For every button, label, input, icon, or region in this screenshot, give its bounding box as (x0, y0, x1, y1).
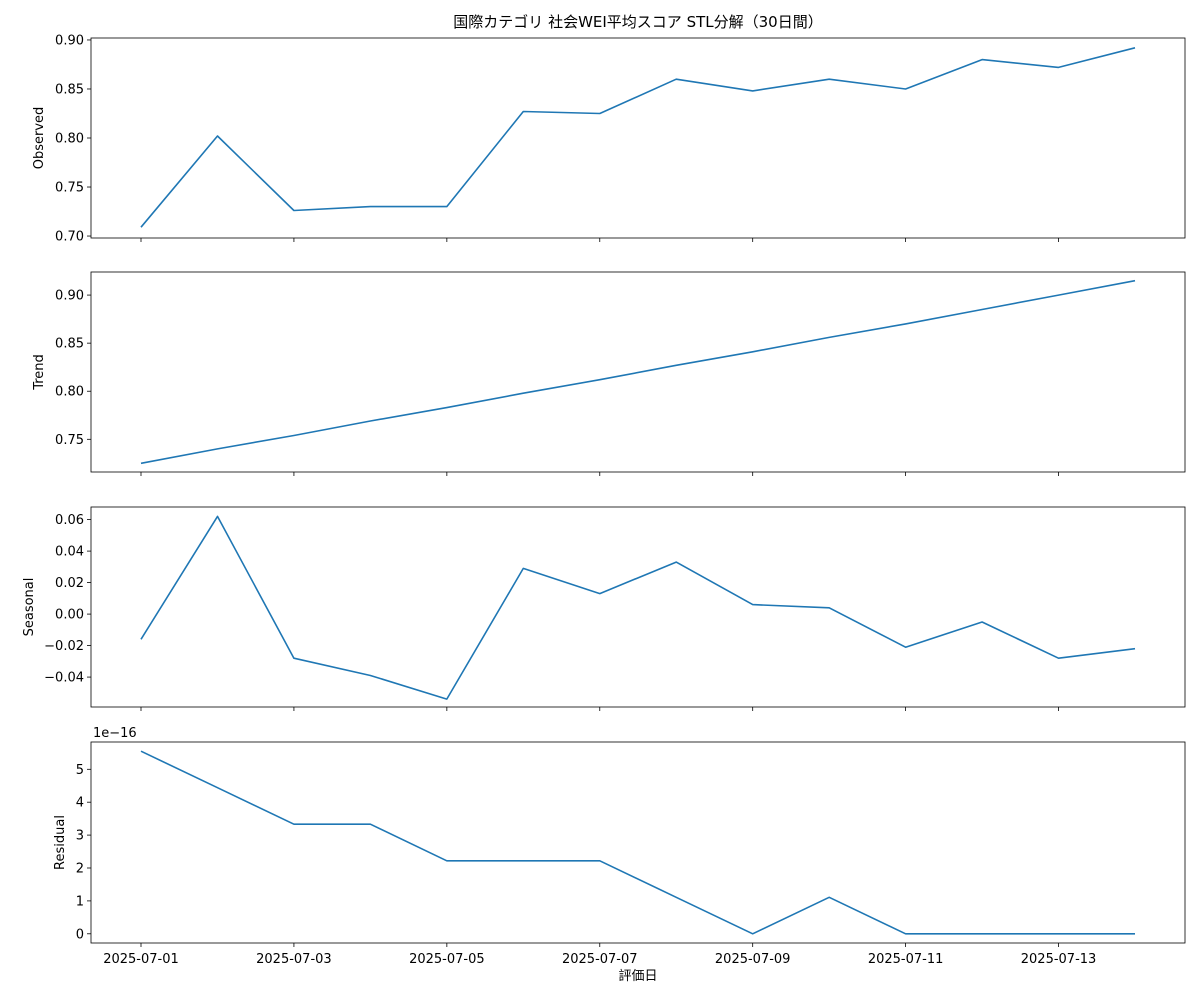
y-tick-label: 0.85 (55, 337, 84, 352)
y-tick-label: 0.70 (55, 230, 84, 245)
y-tick-label: 0.90 (55, 289, 84, 304)
axes-frame (90, 506, 1186, 708)
panel-residual: 0 1 2 3 4 5 Residual 1e−16 (53, 726, 1186, 947)
x-tick-label: 2025-07-03 (256, 952, 332, 967)
y-tick-label: 0.75 (55, 181, 84, 196)
panels-group: 0.70 0.75 0.80 0.85 0.90 Observed 0.75 0.80 0.85… (22, 33, 1186, 967)
x-tick-label: 2025-07-11 (868, 952, 944, 967)
y-tick-label: 5 (76, 763, 84, 778)
x-tick-label: 2025-07-07 (562, 952, 638, 967)
y-tick-label: −0.04 (44, 671, 84, 686)
y-tick-label: 0.04 (55, 545, 84, 560)
y-axis-label: Seasonal (22, 578, 37, 637)
panel-trend: 0.75 0.80 0.85 0.90 Trend (32, 271, 1186, 476)
y-tick-label: −0.02 (44, 639, 84, 654)
axes-frame (90, 37, 1186, 239)
series-line-trend (140, 279, 1136, 465)
x-tick-label: 2025-07-09 (715, 952, 791, 967)
y-tick-label: 3 (76, 829, 84, 844)
y-tick-label: 4 (76, 796, 84, 811)
y-tick-label: 0.80 (55, 132, 84, 147)
y-tick-label: 0 (76, 927, 84, 942)
axes-frame (90, 741, 1186, 944)
y-axis-label: Observed (32, 107, 47, 170)
y-tick-label: 2 (76, 861, 84, 876)
y-tick-label: 0.85 (55, 82, 84, 97)
x-tick-label: 2025-07-05 (409, 952, 485, 967)
series-line-residual (140, 750, 1135, 935)
y-tick-label: 0.90 (55, 33, 84, 48)
panel-observed: 0.70 0.75 0.80 0.85 0.90 Observed (32, 33, 1186, 245)
y-tick-label: 0.06 (55, 513, 84, 528)
x-tick-label: 2025-07-01 (103, 952, 179, 967)
chart-title: 国際カテゴリ 社会WEI平均スコア STL分解（30日間） (453, 13, 822, 31)
series-line-observed (140, 47, 1136, 228)
y-offset-text: 1e−16 (93, 726, 137, 741)
x-axis-label: 評価日 (618, 969, 657, 984)
y-tick-label: 0.80 (55, 385, 84, 400)
y-axis-label: Residual (53, 815, 68, 870)
panel-seasonal: −0.04 −0.02 0.00 0.02 0.04 0.06 Seasonal (22, 506, 1186, 711)
y-axis-label: Trend (32, 354, 47, 391)
y-tick-label: 0.00 (55, 608, 84, 623)
y-tick-label: 0.02 (55, 576, 84, 591)
y-tick-label: 0.75 (55, 433, 84, 448)
series-line-seasonal (140, 515, 1136, 700)
axes-frame (90, 271, 1186, 473)
y-tick-label: 1 (76, 894, 84, 909)
x-tick-label: 2025-07-13 (1021, 952, 1097, 967)
